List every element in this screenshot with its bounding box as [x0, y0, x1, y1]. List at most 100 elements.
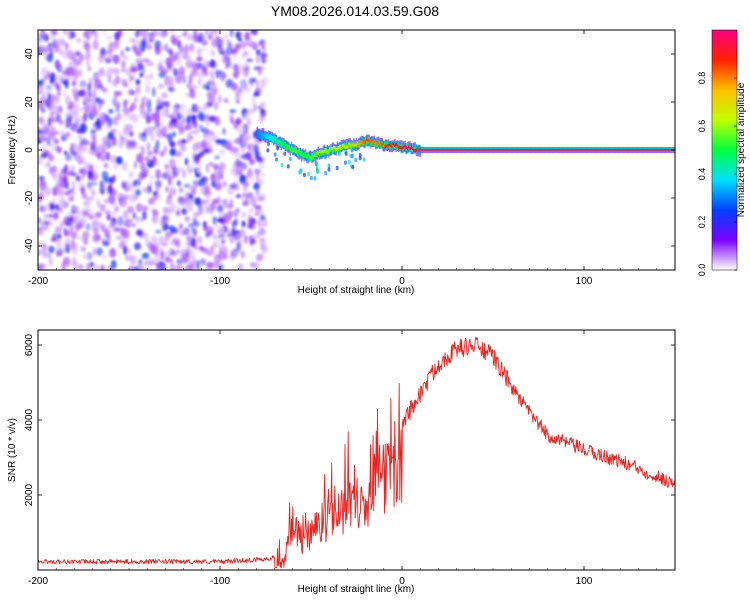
y-tick-label: -40: [24, 238, 35, 253]
ridge-segment: [424, 149, 427, 151]
noise-blob: [180, 197, 187, 203]
y-tick-label: 4000: [24, 408, 35, 431]
noise-blob: [57, 233, 62, 240]
ridge-segment: [486, 149, 489, 151]
noise-blob: [222, 53, 228, 64]
noise-blob: [109, 176, 116, 184]
noise-blob: [65, 114, 73, 123]
ridge-segment: [597, 149, 600, 151]
ridge-segment: [359, 140, 362, 144]
ridge-segment: [616, 149, 619, 151]
ridge-segment: [591, 149, 594, 151]
ridge-segment: [572, 149, 574, 151]
ridge-segment: [660, 149, 662, 151]
ridge-segment: [484, 149, 487, 151]
noise-blob: [211, 87, 218, 96]
noise-blob: [192, 129, 200, 135]
noise-blob: [93, 226, 99, 235]
noise-blob: [129, 193, 137, 203]
noise-blob: [261, 44, 265, 51]
ridge-blob: [327, 167, 331, 172]
noise-blob: [169, 202, 176, 211]
ridge-segment: [455, 149, 457, 151]
ridge-segment: [265, 133, 267, 137]
ridge-segment: [569, 149, 572, 151]
noise-blob: [100, 115, 105, 126]
noise-blob: [259, 244, 268, 251]
noise-blob: [101, 254, 107, 260]
noise-blob: [122, 124, 129, 132]
noise-blob: [180, 65, 186, 75]
noise-blob: [234, 233, 243, 240]
noise-blob: [95, 117, 101, 126]
noise-blob: [88, 77, 93, 87]
ridge-segment: [437, 149, 439, 151]
noise-blob: [155, 160, 160, 168]
ridge-segment: [508, 149, 511, 151]
ridge-segment: [284, 142, 287, 146]
noise-blob: [191, 226, 195, 233]
ridge-segment: [452, 149, 455, 151]
ridge-segment: [520, 149, 522, 151]
ridge-blob: [273, 152, 277, 157]
noise-blob: [206, 134, 213, 144]
noise-blob: [156, 128, 163, 139]
noise-blob: [196, 47, 202, 57]
noise-blob: [208, 161, 214, 167]
noise-blob: [85, 50, 91, 61]
ridge-segment: [345, 141, 348, 147]
noise-blob: [197, 179, 205, 187]
ridge-segment: [350, 145, 353, 149]
noise-blob: [128, 74, 133, 83]
noise-blob: [226, 139, 234, 146]
ridge-segment: [312, 156, 315, 160]
ridge-segment: [353, 143, 355, 147]
ridge-blob: [315, 169, 319, 175]
ridge-segment: [275, 136, 278, 142]
ridge-segment: [571, 149, 573, 151]
ridge-segment: [408, 145, 410, 149]
x-tick-label: 100: [576, 276, 593, 287]
noise-blob: [236, 241, 241, 252]
noise-blob: [80, 185, 86, 196]
noise-blob: [244, 50, 249, 56]
ridge-segment: [633, 149, 636, 151]
noise-blob: [205, 231, 209, 238]
ridge-segment: [643, 149, 646, 151]
noise-blob: [108, 108, 114, 114]
ridge-segment: [383, 144, 386, 148]
ridge-segment: [271, 135, 274, 139]
noise-blob: [154, 179, 162, 188]
ridge-segment: [522, 149, 525, 151]
ridge-blob: [298, 169, 302, 174]
y-tick-label: 6000: [24, 333, 35, 356]
noise-blob: [123, 105, 131, 116]
colorbar-ticks: 0.0 0.2 0.4 0.6 0.8: [697, 72, 737, 276]
heatmap-x-ticks: -200 -100 0 100: [28, 30, 676, 287]
noise-blob: [151, 86, 156, 98]
noise-blob: [99, 84, 104, 90]
noise-blob: [185, 250, 190, 258]
noise-blob: [38, 241, 44, 247]
ridge-segment: [451, 149, 453, 151]
noise-blob: [135, 79, 141, 85]
ridge-segment: [531, 149, 534, 151]
ridge-segment: [558, 149, 560, 151]
noise-blob: [213, 102, 218, 111]
ridge-segment: [358, 139, 360, 145]
noise-blob: [225, 46, 233, 56]
noise-blob: [38, 264, 44, 269]
noise-blob: [90, 261, 94, 268]
ridge-segment: [280, 142, 283, 148]
ridge-segment: [388, 143, 391, 147]
noise-blob: [63, 237, 71, 245]
ridge-segment: [386, 144, 388, 148]
ridge-segment: [637, 149, 639, 151]
ridge-blob: [283, 151, 287, 157]
noise-blob: [167, 175, 172, 186]
ridge-segment: [388, 144, 391, 150]
noise-blob: [222, 127, 226, 135]
noise-blob: [158, 71, 166, 79]
snr-line-0: [38, 337, 675, 569]
noise-blob: [259, 236, 266, 247]
